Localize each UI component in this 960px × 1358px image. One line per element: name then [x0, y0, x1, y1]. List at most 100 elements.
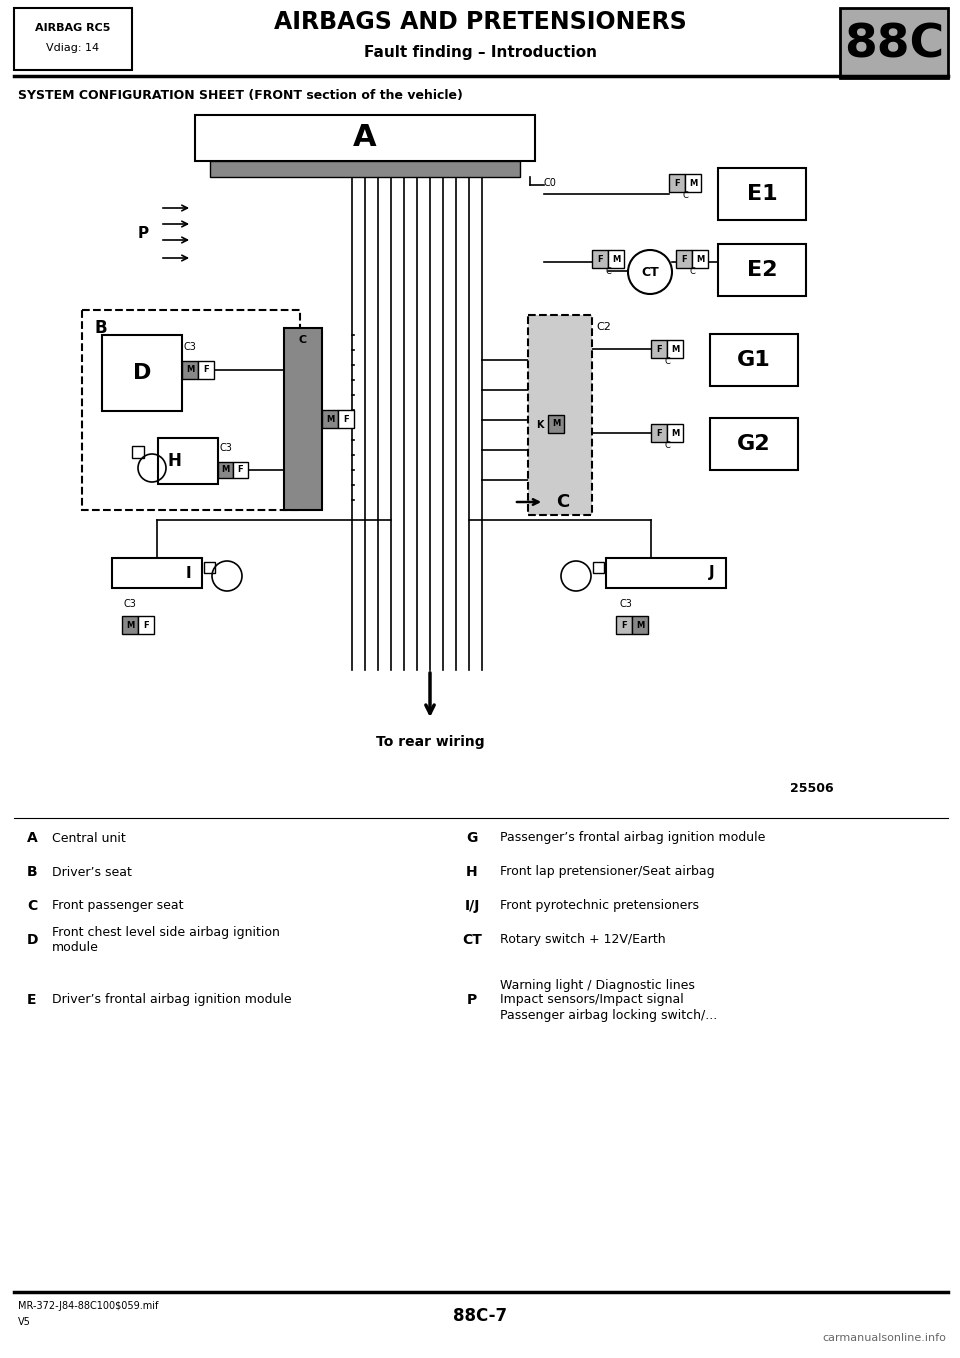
Text: C0: C0 — [544, 178, 557, 187]
Text: 88C: 88C — [844, 23, 944, 68]
Text: Fault finding – Introduction: Fault finding – Introduction — [364, 45, 596, 60]
Bar — [122, 617, 138, 634]
Text: A: A — [353, 124, 377, 152]
Text: F: F — [657, 345, 661, 353]
Bar — [322, 410, 338, 428]
Bar — [102, 335, 182, 411]
Text: F: F — [597, 254, 603, 263]
Text: M: M — [671, 345, 679, 353]
Text: M: M — [552, 420, 560, 429]
Text: CT: CT — [641, 266, 659, 278]
Bar — [195, 115, 535, 162]
Bar — [651, 340, 667, 359]
Text: Front chest level side airbag ignition
module: Front chest level side airbag ignition m… — [52, 926, 280, 955]
Text: G: G — [467, 831, 478, 845]
Text: Warning light / Diagnostic lines
Impact sensors/Impact signal
Passenger airbag l: Warning light / Diagnostic lines Impact … — [500, 979, 717, 1021]
Bar — [218, 462, 233, 478]
Text: F: F — [621, 621, 627, 630]
Bar — [676, 250, 692, 268]
Text: M: M — [221, 466, 229, 474]
Text: M: M — [671, 429, 679, 437]
Bar — [840, 8, 948, 77]
Text: V5: V5 — [18, 1317, 31, 1327]
Text: E2: E2 — [747, 259, 778, 280]
Text: F: F — [682, 254, 686, 263]
Text: C: C — [689, 268, 695, 277]
Bar — [718, 244, 806, 296]
Text: C3: C3 — [220, 443, 233, 454]
Text: P: P — [137, 225, 149, 240]
Bar — [667, 424, 683, 441]
Text: M: M — [689, 178, 697, 187]
Text: C3: C3 — [184, 342, 197, 352]
Bar — [82, 310, 300, 511]
Text: D: D — [132, 363, 151, 383]
Bar — [606, 558, 726, 588]
Bar — [138, 617, 154, 634]
Text: E1: E1 — [747, 183, 778, 204]
Bar — [593, 562, 604, 573]
Text: P: P — [467, 993, 477, 1008]
Text: D: D — [26, 933, 37, 947]
Text: Driver’s frontal airbag ignition module: Driver’s frontal airbag ignition module — [52, 994, 292, 1006]
Bar — [616, 617, 632, 634]
Text: B: B — [27, 865, 37, 879]
Bar — [210, 162, 520, 177]
Text: Front pyrotechnic pretensioners: Front pyrotechnic pretensioners — [500, 899, 699, 913]
Text: AIRBAGS AND PRETENSIONERS: AIRBAGS AND PRETENSIONERS — [274, 10, 686, 34]
Text: F: F — [204, 365, 209, 375]
Text: Driver’s seat: Driver’s seat — [52, 865, 132, 879]
Text: C: C — [27, 899, 37, 913]
Text: AIRBAG RC5: AIRBAG RC5 — [36, 23, 110, 33]
Text: Front passenger seat: Front passenger seat — [52, 899, 183, 913]
Bar — [710, 418, 798, 470]
Bar — [548, 416, 564, 433]
Text: G2: G2 — [737, 435, 771, 454]
Text: Passenger’s frontal airbag ignition module: Passenger’s frontal airbag ignition modu… — [500, 831, 765, 845]
Bar — [233, 462, 248, 478]
Bar — [158, 439, 218, 483]
Text: C: C — [682, 191, 688, 201]
Text: G1: G1 — [737, 350, 771, 369]
Text: CT: CT — [462, 933, 482, 947]
Text: E: E — [27, 993, 36, 1008]
Bar — [132, 445, 144, 458]
Text: 25506: 25506 — [790, 781, 833, 794]
Text: F: F — [657, 429, 661, 437]
Text: carmanualsonline.info: carmanualsonline.info — [822, 1334, 946, 1343]
Text: M: M — [636, 621, 644, 630]
Bar — [632, 617, 648, 634]
Text: Front lap pretensioner/Seat airbag: Front lap pretensioner/Seat airbag — [500, 865, 714, 879]
Text: M: M — [612, 254, 620, 263]
Text: To rear wiring: To rear wiring — [375, 735, 484, 750]
Bar — [112, 558, 202, 588]
Bar — [528, 315, 592, 515]
Text: M: M — [186, 365, 194, 375]
Text: F: F — [674, 178, 680, 187]
Bar — [718, 168, 806, 220]
Bar — [592, 250, 608, 268]
Text: M: M — [325, 414, 334, 424]
Text: A: A — [27, 831, 37, 845]
Text: M: M — [696, 254, 704, 263]
Bar — [685, 174, 701, 191]
Bar — [14, 8, 132, 71]
Text: J: J — [709, 565, 715, 580]
Text: C: C — [664, 357, 670, 367]
Bar — [608, 250, 624, 268]
Text: I/J: I/J — [465, 899, 480, 913]
Text: MR-372-J84-88C100$059.mif: MR-372-J84-88C100$059.mif — [18, 1301, 158, 1310]
Bar — [667, 340, 683, 359]
Bar — [284, 329, 322, 511]
Text: I: I — [185, 565, 191, 580]
Text: H: H — [167, 452, 180, 470]
Text: H: H — [467, 865, 478, 879]
Text: F: F — [143, 621, 149, 630]
Text: C2: C2 — [596, 322, 611, 331]
Bar — [692, 250, 708, 268]
Text: C: C — [605, 268, 611, 277]
Bar — [710, 334, 798, 386]
Text: Rotary switch + 12V/Earth: Rotary switch + 12V/Earth — [500, 933, 665, 947]
Bar — [651, 424, 667, 441]
Text: C: C — [664, 441, 670, 451]
